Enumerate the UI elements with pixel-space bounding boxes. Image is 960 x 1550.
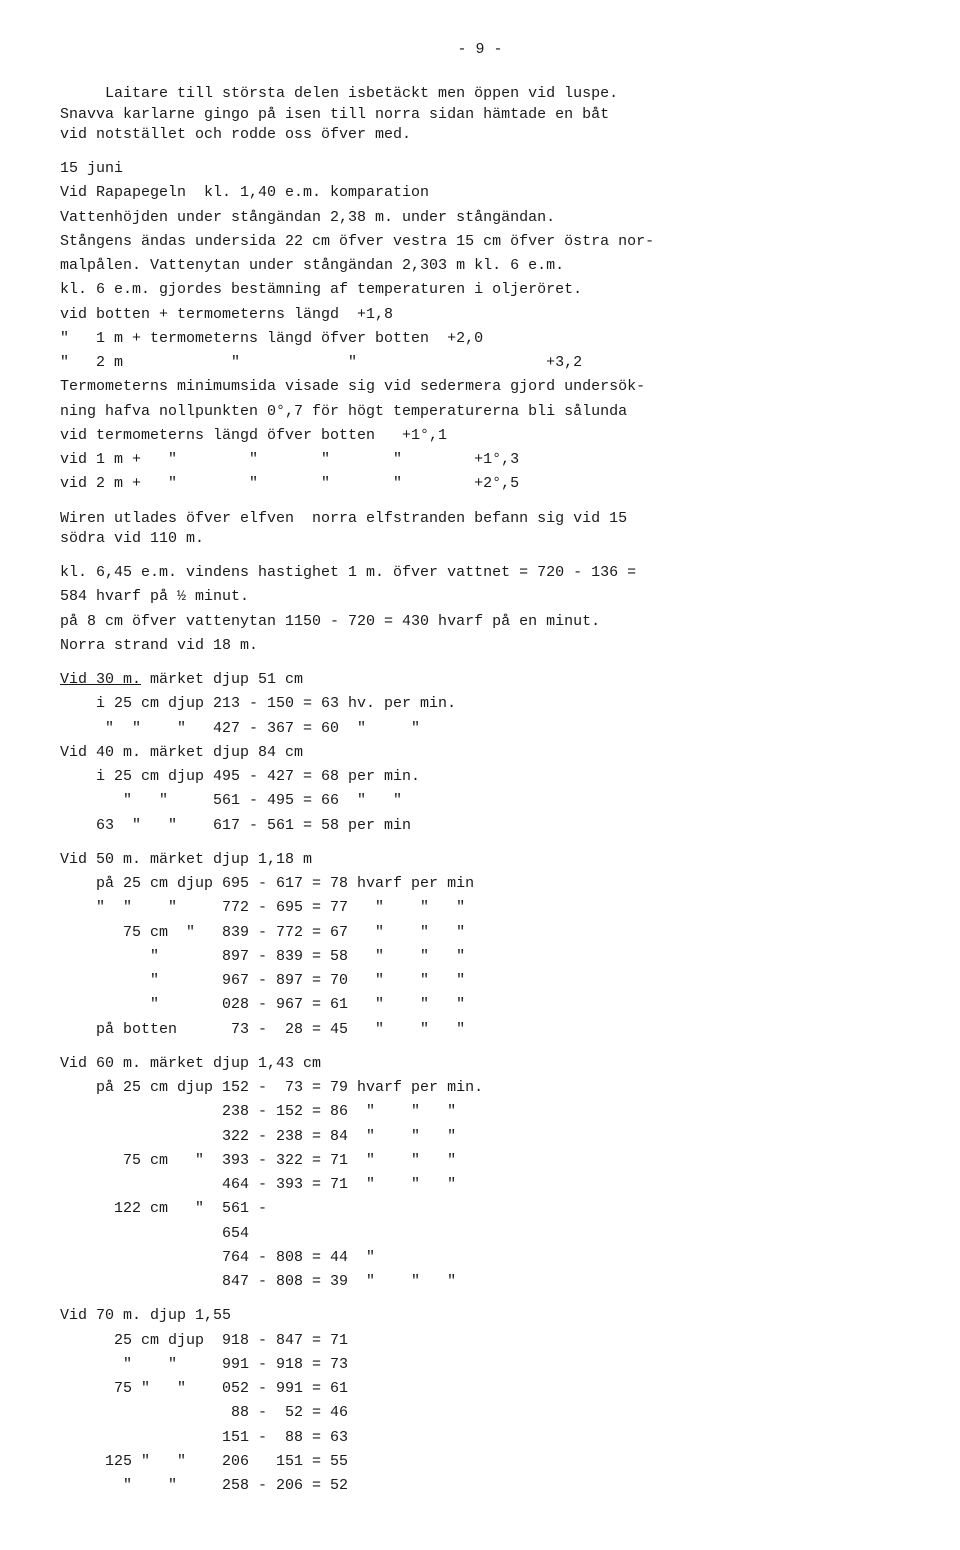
para2-line: kl. 6 e.m. gjordes bestämning af tempera…: [60, 280, 900, 300]
vid30-line: i 25 cm djup 213 - 150 = 63 hv. per min.: [60, 694, 900, 714]
para4-line: kl. 6,45 e.m. vindens hastighet 1 m. öfv…: [60, 563, 900, 583]
vid40-line: " " 561 - 495 = 66 " ": [60, 791, 900, 811]
vid50-line: " 028 - 967 = 61 " " ": [60, 995, 900, 1015]
para2-line: vid 1 m + " " " " +1°,3: [60, 450, 900, 470]
para2-line: malpålen. Vattenytan under stångändan 2,…: [60, 256, 900, 276]
vid70-line: 125 " " 206 151 = 55: [60, 1452, 900, 1472]
vid50-line: på 25 cm djup 695 - 617 = 78 hvarf per m…: [60, 874, 900, 894]
paragraph-intro: Laitare till största delen isbetäckt men…: [60, 84, 900, 145]
vid70-line: 88 - 52 = 46: [60, 1403, 900, 1423]
vid60-line: 847 - 808 = 39 " " ": [60, 1272, 900, 1292]
vid30-line: " " " 427 - 367 = 60 " ": [60, 719, 900, 739]
vid30-rest: märket djup 51 cm: [141, 671, 303, 688]
para2-line: Stångens ändas undersida 22 cm öfver ves…: [60, 232, 900, 252]
paragraph-kl645: kl. 6,45 e.m. vindens hastighet 1 m. öfv…: [60, 563, 900, 656]
para4-line: på 8 cm öfver vattenytan 1150 - 720 = 43…: [60, 612, 900, 632]
vid70-line: " " 258 - 206 = 52: [60, 1476, 900, 1496]
vid60-line: 464 - 393 = 71 " " ": [60, 1175, 900, 1195]
vid50-line: " 897 - 839 = 58 " " ": [60, 947, 900, 967]
vid60-line: 322 - 238 = 84 " " ": [60, 1127, 900, 1147]
para2-line: " 2 m " " +3,2: [60, 353, 900, 373]
vid70-line: 151 - 88 = 63: [60, 1428, 900, 1448]
vid50-line: 75 cm " 839 - 772 = 67 " " ": [60, 923, 900, 943]
para2-line: vid termometerns längd öfver botten +1°,…: [60, 426, 900, 446]
vid40-line: Vid 40 m. märket djup 84 cm: [60, 743, 900, 763]
vid70-line: 25 cm djup 918 - 847 = 71: [60, 1331, 900, 1351]
paragraph-15juni: 15 juni Vid Rapapegeln kl. 1,40 e.m. komp…: [60, 159, 900, 495]
para1-text: Laitare till största delen isbetäckt men…: [60, 84, 900, 145]
para2-line: vid botten + termometerns längd +1,8: [60, 305, 900, 325]
vid60-block: Vid 60 m. märket djup 1,43 cm på 25 cm d…: [60, 1054, 900, 1293]
vid70-line: " " 991 - 918 = 73: [60, 1355, 900, 1375]
paragraph-wiren: Wiren utlades öfver elfven norra elfstra…: [60, 509, 900, 550]
vid30-block: Vid 30 m. märket djup 51 cm i 25 cm djup…: [60, 670, 900, 739]
para2-line: ning hafva nollpunkten 0°,7 för högt tem…: [60, 402, 900, 422]
vid50-block: Vid 50 m. märket djup 1,18 m på 25 cm dj…: [60, 850, 900, 1040]
vid50-line: Vid 50 m. märket djup 1,18 m: [60, 850, 900, 870]
vid30-heading-line: Vid 30 m. märket djup 51 cm: [60, 670, 900, 690]
vid60-line: på 25 cm djup 152 - 73 = 79 hvarf per mi…: [60, 1078, 900, 1098]
para4-line: 584 hvarf på ½ minut.: [60, 587, 900, 607]
vid30-underline: Vid 30 m.: [60, 671, 141, 688]
para2-line: " 1 m + termometerns längd öfver botten …: [60, 329, 900, 349]
vid70-block: Vid 70 m. djup 1,55 25 cm djup 918 - 847…: [60, 1306, 900, 1496]
vid50-line: " 967 - 897 = 70 " " ": [60, 971, 900, 991]
para2-line: Vid Rapapegeln kl. 1,40 e.m. komparation: [60, 183, 900, 203]
vid60-line: 75 cm " 393 - 322 = 71 " " ": [60, 1151, 900, 1171]
para2-line: Vattenhöjden under stångändan 2,38 m. un…: [60, 208, 900, 228]
vid70-line: 75 " " 052 - 991 = 61: [60, 1379, 900, 1399]
page-number-text: - 9 -: [457, 41, 502, 58]
vid60-line: 238 - 152 = 86 " " ": [60, 1102, 900, 1122]
vid40-block: Vid 40 m. märket djup 84 cm i 25 cm djup…: [60, 743, 900, 836]
vid50-line: på botten 73 - 28 = 45 " " ": [60, 1020, 900, 1040]
vid50-line: " " " 772 - 695 = 77 " " ": [60, 898, 900, 918]
page-number: - 9 -: [60, 40, 900, 60]
para2-line: Termometerns minimumsida visade sig vid …: [60, 377, 900, 397]
para2-line: vid 2 m + " " " " +2°,5: [60, 474, 900, 494]
vid60-line: Vid 60 m. märket djup 1,43 cm: [60, 1054, 900, 1074]
vid40-line: 63 " " 617 - 561 = 58 per min: [60, 816, 900, 836]
para2-line: 15 juni: [60, 159, 900, 179]
vid70-line: Vid 70 m. djup 1,55: [60, 1306, 900, 1326]
vid60-line: 654: [60, 1224, 900, 1244]
vid60-line: 764 - 808 = 44 ": [60, 1248, 900, 1268]
para4-line: Norra strand vid 18 m.: [60, 636, 900, 656]
vid40-line: i 25 cm djup 495 - 427 = 68 per min.: [60, 767, 900, 787]
para3-text: Wiren utlades öfver elfven norra elfstra…: [60, 509, 900, 550]
vid60-line: 122 cm " 561 -: [60, 1199, 900, 1219]
